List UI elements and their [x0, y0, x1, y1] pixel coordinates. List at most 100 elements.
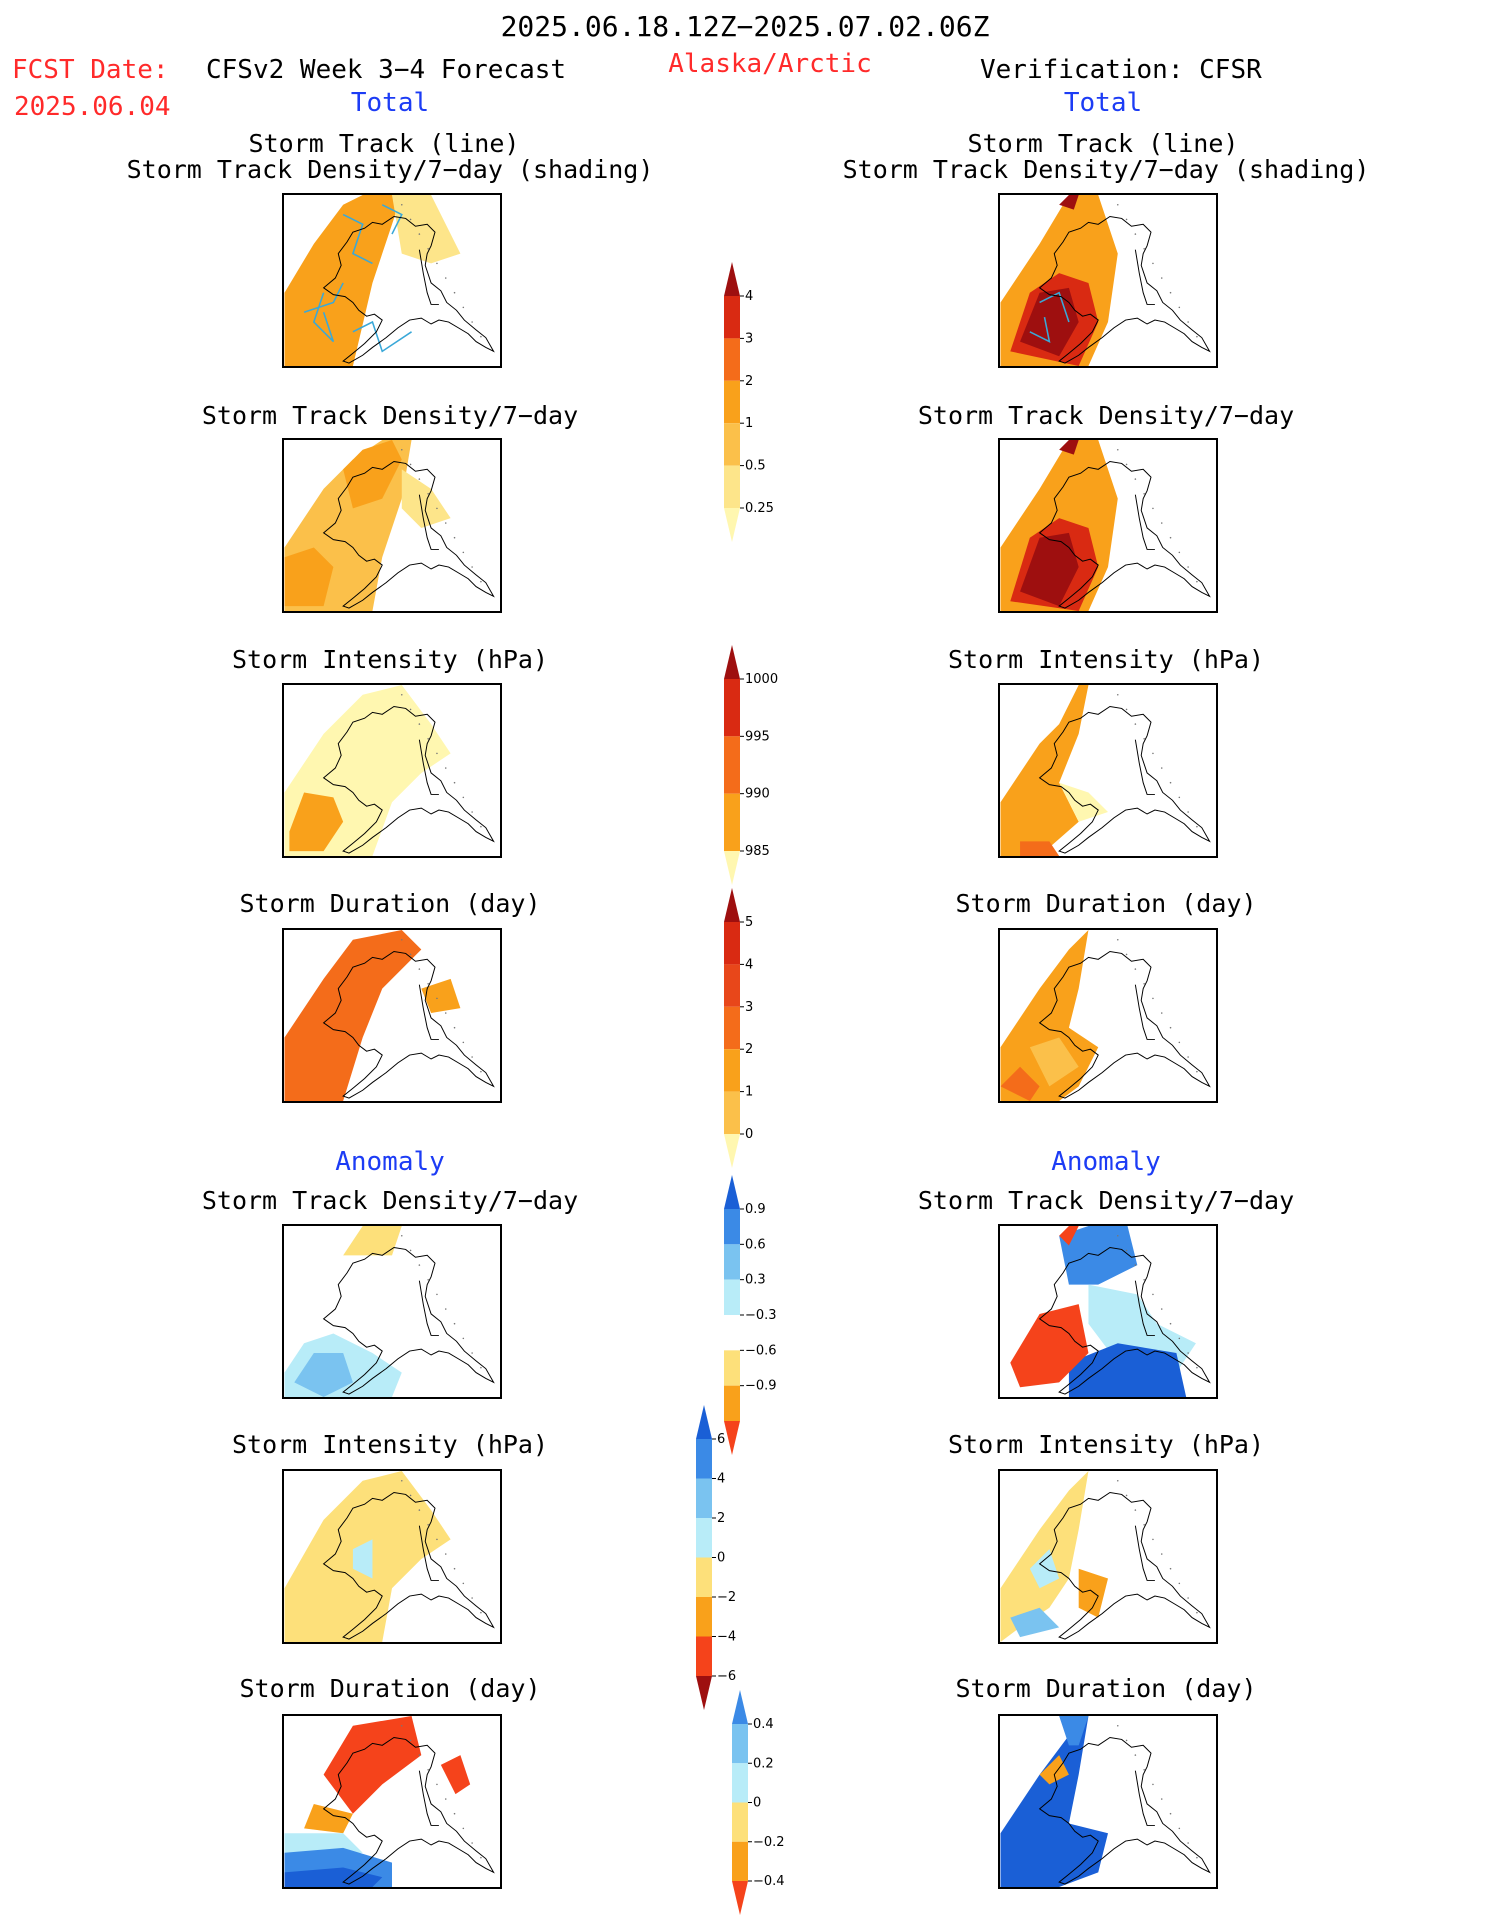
colorbar-tick-label: 3	[745, 331, 753, 346]
colorbar-tick-label: 0	[717, 1551, 725, 1566]
colorbar-tick-label: 0.6	[745, 1237, 766, 1252]
graticule-dot	[1116, 938, 1119, 941]
colorbar-swatch	[724, 1350, 740, 1386]
graticule-dot	[1169, 536, 1172, 539]
colorbar-tick-label: 1	[745, 1085, 753, 1100]
colorbar-tick-label: 0.2	[753, 1756, 774, 1771]
shading-region	[421, 978, 461, 1014]
colorbar-top-arrow	[696, 1405, 712, 1439]
right-intensity-title: Storm Intensity (hPa)	[947, 645, 1265, 674]
graticule-dot	[471, 1056, 473, 1058]
graticule-dot	[1125, 1249, 1128, 1252]
colorbar-swatch	[724, 1279, 740, 1315]
colorbar-bottom-arrow	[724, 1421, 740, 1455]
graticule-dot	[1178, 796, 1181, 799]
graticule-dot	[1116, 1234, 1119, 1237]
border-line	[418, 1770, 439, 1826]
coastline	[322, 950, 495, 1099]
colorbar-tick-label: 990	[745, 787, 770, 802]
colorbar-swatch	[724, 296, 740, 339]
graticule-dot	[1160, 1798, 1163, 1800]
graticule-dot	[1196, 1856, 1198, 1859]
right-duration-title: Storm Duration (day)	[955, 889, 1257, 918]
graticule-dot	[427, 247, 429, 250]
coastline	[1038, 215, 1211, 364]
graticule-dot	[409, 1494, 412, 1497]
colorbar-swatch	[696, 1557, 712, 1597]
graticule-dot	[1169, 1026, 1172, 1029]
right-density-title: Storm Track Density/7−day	[917, 401, 1295, 430]
storm-track-line	[1029, 316, 1051, 343]
graticule-dot	[1160, 522, 1163, 524]
colorbar-swatch	[732, 1841, 748, 1881]
colorbar-swatch	[724, 380, 740, 424]
graticule-dot	[409, 1249, 412, 1252]
right-track-line-title: Storm Track (line)	[967, 129, 1239, 158]
graticule-dot	[400, 1724, 403, 1727]
total-right-label: Total	[1063, 88, 1143, 118]
colorbar-tick-label: −0.9	[745, 1379, 777, 1394]
colorbar-swatch	[724, 1385, 740, 1421]
colorbar-swatch	[724, 736, 740, 794]
graticule-dot	[480, 335, 482, 338]
graticule-dot	[409, 463, 412, 466]
border-line	[418, 1525, 439, 1581]
shading-region	[401, 469, 451, 528]
right-density-anom-title: Storm Track Density/7−day	[917, 1186, 1295, 1215]
graticule-dot	[418, 1754, 421, 1756]
colorbar-swatch	[732, 1724, 748, 1764]
shading-region	[1000, 930, 1099, 1101]
border-line	[418, 984, 439, 1040]
colorbar-intensity-total: 1000 995 990 985	[724, 645, 778, 885]
shading-region	[1000, 1066, 1040, 1101]
colorbar-bottom-arrow	[724, 1134, 740, 1168]
colorbar-tick-label: 985	[745, 844, 770, 859]
graticule-dot	[480, 580, 482, 583]
map-left-duration-anom	[282, 1714, 502, 1889]
graticule-dot	[1178, 306, 1181, 309]
graticule-dot	[409, 953, 412, 956]
colorbar-tick-label: 4	[717, 1472, 725, 1487]
border-line	[418, 249, 439, 305]
graticule-dot	[471, 1842, 473, 1844]
graticule-dot	[453, 536, 456, 539]
shading-region	[440, 1755, 471, 1795]
shading-region	[1059, 195, 1079, 210]
coastline	[1038, 705, 1211, 854]
graticule-dot	[1169, 1322, 1172, 1325]
map-right-duration	[998, 928, 1218, 1103]
shading-region	[392, 195, 461, 264]
graticule-dot	[1152, 262, 1154, 265]
colorbar-swatch	[724, 1244, 740, 1280]
colorbar-duration-total: 5 4 3 2 1 0	[724, 888, 753, 1168]
graticule-dot	[1143, 247, 1145, 250]
shading-region	[1020, 532, 1079, 607]
colorbar-swatch	[696, 1597, 712, 1637]
graticule-dot	[427, 1278, 429, 1281]
graticule-dot	[1152, 507, 1154, 510]
colorbar-tick-label: 2	[745, 374, 753, 389]
map-right-density-anom	[998, 1224, 1218, 1399]
coastline	[1038, 1736, 1211, 1885]
graticule-dot	[1143, 737, 1145, 740]
graticule-dot	[1116, 693, 1119, 696]
graticule-dot	[1196, 335, 1198, 338]
graticule-dot	[1196, 580, 1198, 583]
graticule-dot	[1116, 1724, 1119, 1727]
colorbar-duration-anomaly: 0.4 0.2 0 −0.2 −0.4	[732, 1690, 785, 1915]
graticule-dot	[1187, 321, 1189, 323]
storm-track-line	[342, 213, 373, 265]
border-line	[418, 494, 439, 550]
graticule-dot	[1134, 478, 1137, 480]
shading-region	[1068, 1343, 1187, 1397]
coastline	[322, 460, 495, 609]
map-right-density	[998, 438, 1218, 613]
graticule-dot	[1187, 1352, 1189, 1354]
graticule-dot	[444, 1012, 447, 1014]
storm-track-line	[352, 320, 412, 353]
colorbar-swatch	[724, 964, 740, 1007]
graticule-dot	[1196, 1366, 1198, 1369]
graticule-dot	[444, 277, 447, 279]
colorbar-tick-label: −2	[717, 1590, 736, 1605]
graticule-dot	[409, 218, 412, 221]
